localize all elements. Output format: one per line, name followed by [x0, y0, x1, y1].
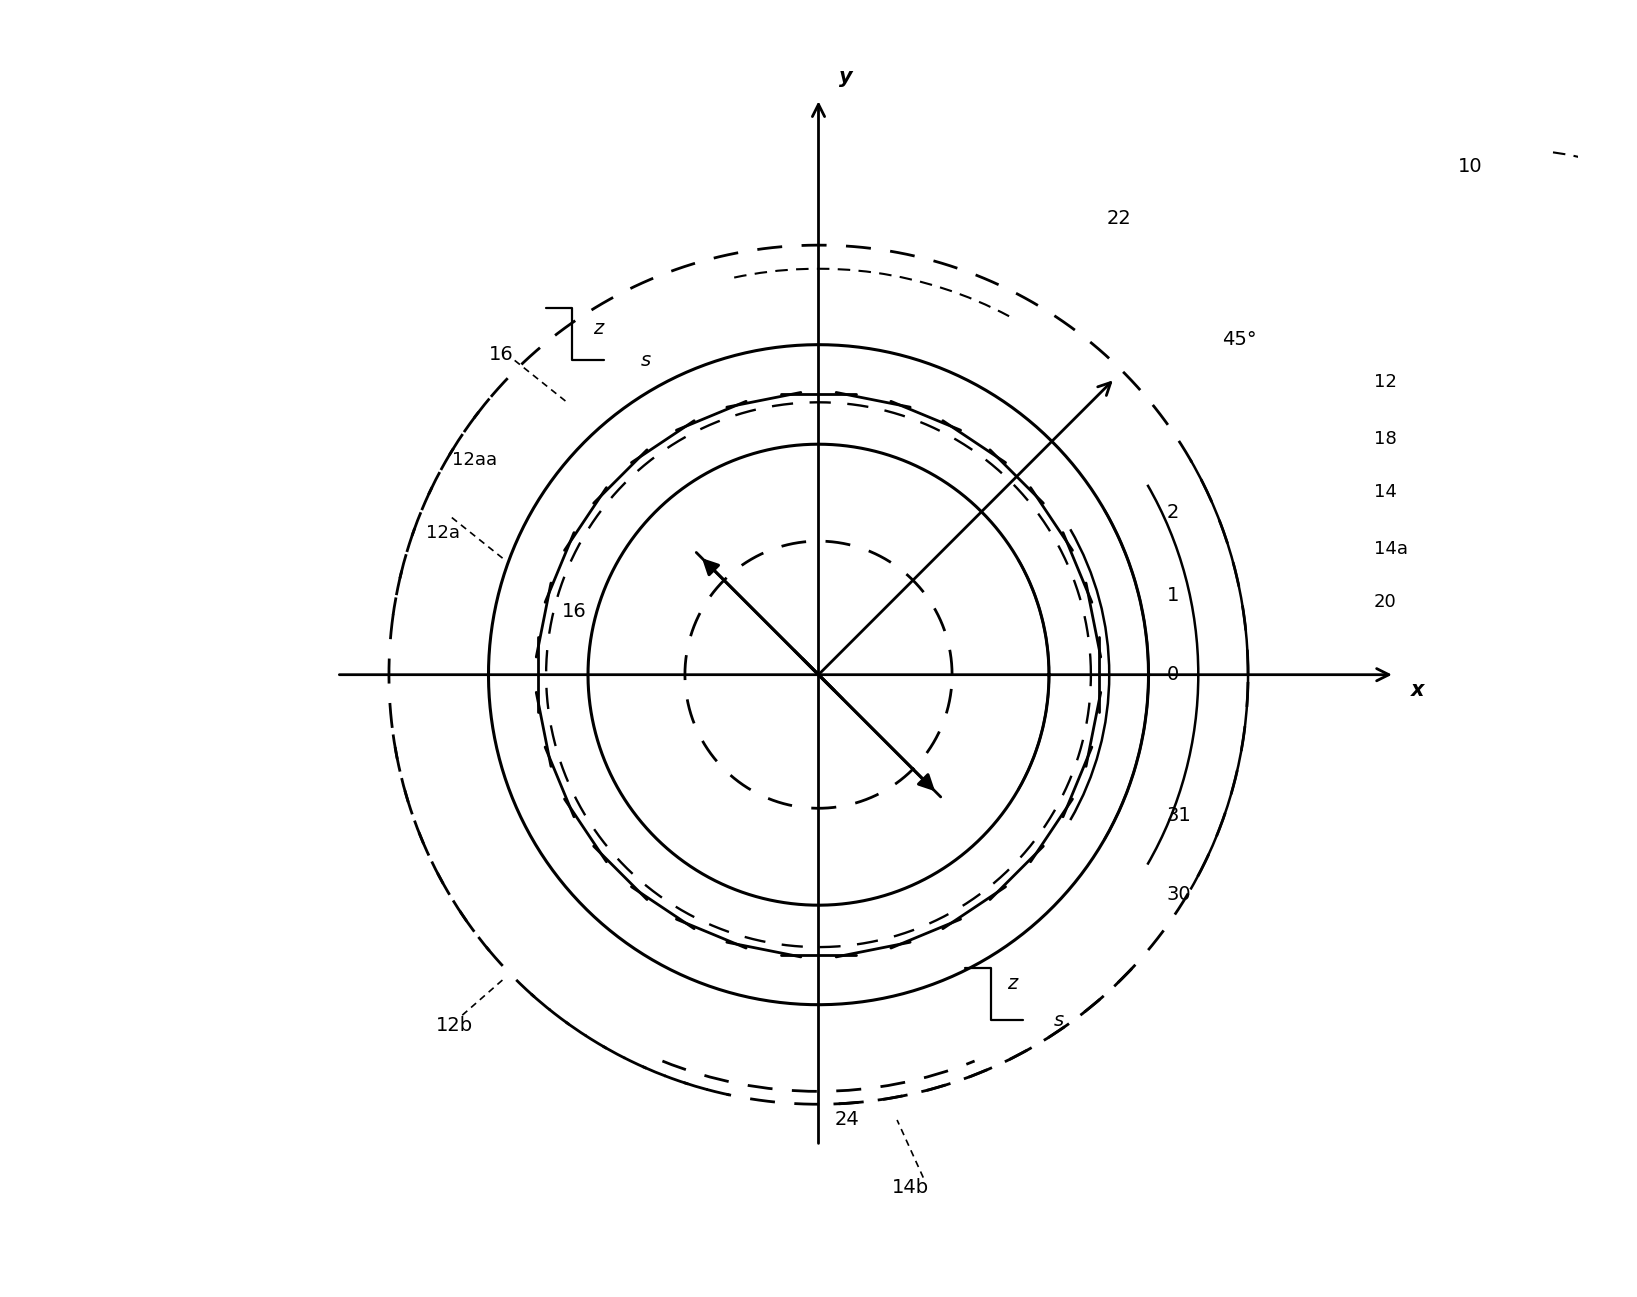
- Text: 30: 30: [1167, 885, 1192, 904]
- Text: z: z: [1007, 974, 1017, 994]
- Text: 12: 12: [1373, 372, 1396, 390]
- Text: 16: 16: [561, 602, 586, 621]
- Text: 24: 24: [835, 1110, 859, 1130]
- Text: 16: 16: [488, 345, 514, 364]
- Text: s: s: [640, 350, 650, 370]
- Text: 12aa: 12aa: [452, 451, 498, 470]
- Text: 0: 0: [1167, 665, 1179, 684]
- Text: s: s: [1054, 1010, 1064, 1030]
- Text: x: x: [1411, 680, 1424, 699]
- Text: 31: 31: [1167, 807, 1192, 825]
- Text: 18: 18: [1373, 431, 1396, 449]
- Text: 10: 10: [1457, 157, 1481, 176]
- Text: 45°: 45°: [1221, 329, 1257, 349]
- Text: 12a: 12a: [426, 524, 460, 542]
- Text: 2: 2: [1167, 502, 1179, 521]
- Text: 14: 14: [1373, 482, 1396, 501]
- Text: 14a: 14a: [1373, 541, 1408, 558]
- Text: 14b: 14b: [892, 1178, 928, 1197]
- Text: 22: 22: [1107, 209, 1131, 228]
- Text: y: y: [840, 66, 853, 87]
- Text: 12b: 12b: [435, 1016, 473, 1035]
- Text: 1: 1: [1167, 586, 1179, 606]
- Text: z: z: [593, 319, 604, 339]
- Text: 20: 20: [1373, 593, 1396, 611]
